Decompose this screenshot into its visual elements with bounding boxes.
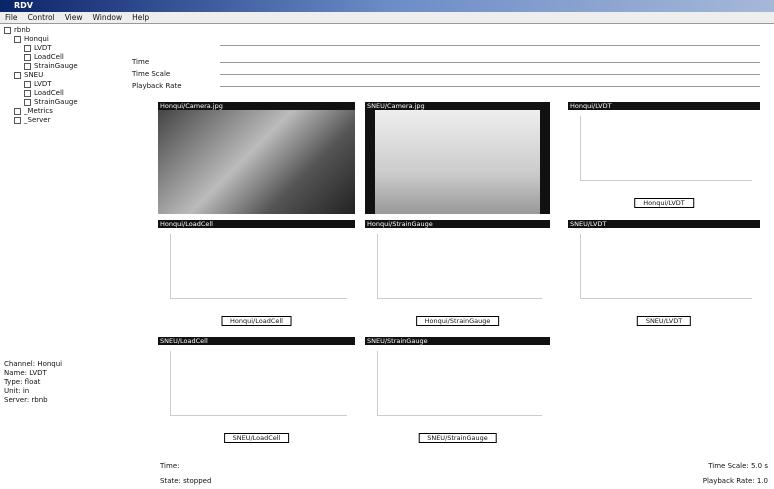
chart-legend[interactable]: SNEU/LoadCell <box>224 433 290 443</box>
tree-node[interactable]: StrainGauge <box>4 98 78 107</box>
panel-title: SNEU/Camera.jpg <box>365 102 550 110</box>
controls: Time Time Scale Playback Rate <box>130 40 770 95</box>
chart-legend[interactable]: Honqui/LVDT <box>634 198 694 208</box>
tree-toggle <box>24 81 31 88</box>
tree-label: _Server <box>24 116 50 124</box>
status-time: Time: <box>160 462 180 470</box>
tree-toggle <box>24 90 31 97</box>
chart-legend[interactable]: Honqui/StrainGauge <box>416 316 500 326</box>
panel-title: SNEU/StrainGauge <box>365 337 550 345</box>
menu-item[interactable]: Help <box>132 12 149 23</box>
tree-node[interactable]: LoadCell <box>4 53 78 62</box>
tree-label: rbnb <box>14 26 30 34</box>
tree-toggle <box>24 63 31 70</box>
control-label: Time <box>132 58 149 66</box>
control-slider[interactable] <box>220 62 760 63</box>
plot-axis-y <box>377 351 378 415</box>
panel-title: Honqui/StrainGauge <box>365 220 550 228</box>
tree-toggle <box>4 27 11 34</box>
panel: Honqui/StrainGauge Honqui/StrainGauge <box>365 220 550 332</box>
tree-toggle <box>14 117 21 124</box>
title-bar: RDV <box>0 0 774 12</box>
tree-toggle <box>24 45 31 52</box>
tree-label: LVDT <box>34 44 52 52</box>
status-playback-rate: Playback Rate: 1.0 <box>703 477 768 485</box>
tree-label: SNEU <box>24 71 43 79</box>
plot-axis-y <box>170 234 171 298</box>
control-label: Time Scale <box>132 70 170 78</box>
tree-node[interactable]: LVDT <box>4 44 78 53</box>
tree-label: LoadCell <box>34 53 64 61</box>
info-line: Server: rbnb <box>4 396 62 405</box>
plot-axis-x <box>170 415 347 416</box>
tree-label: LVDT <box>34 80 52 88</box>
plot-axis-y <box>580 234 581 298</box>
plot-axis-x <box>377 415 542 416</box>
menu-bar: File Control View Window Help <box>0 12 774 24</box>
panel: SNEU/LoadCell SNEU/LoadCell <box>158 337 355 449</box>
tree-label: StrainGauge <box>34 62 78 70</box>
info-line: Type: float <box>4 378 62 387</box>
chart-legend[interactable]: Honqui/LoadCell <box>221 316 292 326</box>
tree-toggle <box>14 108 21 115</box>
control-label: Playback Rate <box>132 82 182 90</box>
top-slider[interactable] <box>220 45 760 46</box>
panel-title: SNEU/LoadCell <box>158 337 355 345</box>
tree-toggle <box>24 54 31 61</box>
tree-toggle <box>14 36 21 43</box>
window-title: RDV <box>14 1 33 10</box>
tree-node[interactable]: Honqui <box>4 35 78 44</box>
tree-label: LoadCell <box>34 89 64 97</box>
plot-axis-x <box>170 298 347 299</box>
info-line: Name: LVDT <box>4 369 62 378</box>
tree-node[interactable]: LoadCell <box>4 89 78 98</box>
tree-label: Honqui <box>24 35 49 43</box>
status-state: State: stopped <box>160 477 211 485</box>
panel-title: SNEU/LVDT <box>568 220 760 228</box>
menu-item[interactable]: Control <box>28 12 55 23</box>
info-line: Channel: Honqui <box>4 360 62 369</box>
panel: Honqui/LVDT Honqui/LVDT <box>568 102 760 214</box>
plot-axis-x <box>580 180 752 181</box>
tree-node[interactable]: StrainGauge <box>4 62 78 71</box>
panel: SNEU/StrainGauge SNEU/StrainGauge <box>365 337 550 449</box>
tree-node[interactable]: rbnb <box>4 26 78 35</box>
menu-item[interactable]: File <box>5 12 18 23</box>
tree-label: _Metrics <box>24 107 53 115</box>
panel: SNEU/Camera.jpg <box>365 102 550 214</box>
plot-axis-y <box>580 116 581 180</box>
control-slider[interactable] <box>220 74 760 75</box>
rdv-window: RDV FileControlViewWindowHelp rbnbHonqui… <box>0 0 774 489</box>
tree-toggle <box>24 99 31 106</box>
chart-legend[interactable]: SNEU/StrainGauge <box>418 433 497 443</box>
control-slider[interactable] <box>220 86 760 87</box>
panel-title: Honqui/Camera.jpg <box>158 102 355 110</box>
camera-image <box>365 110 550 214</box>
chart-legend[interactable]: SNEU/LVDT <box>637 316 691 326</box>
menu-item[interactable]: View <box>65 12 83 23</box>
plot-axis-y <box>377 234 378 298</box>
menu-item[interactable]: Window <box>93 12 123 23</box>
tree-toggle <box>14 72 21 79</box>
tree-node[interactable]: _Server <box>4 116 78 125</box>
plot-axis-x <box>377 298 542 299</box>
plot-axis-y <box>170 351 171 415</box>
panel: Honqui/LoadCell Honqui/LoadCell <box>158 220 355 332</box>
panel: SNEU/LVDT SNEU/LVDT <box>568 220 760 332</box>
tree-node[interactable]: SNEU <box>4 71 78 80</box>
plot-axis-x <box>580 298 752 299</box>
tree-node[interactable]: _Metrics <box>4 107 78 116</box>
info-line: Unit: in <box>4 387 62 396</box>
panel: Honqui/Camera.jpg <box>158 102 355 214</box>
panel-title: Honqui/LVDT <box>568 102 760 110</box>
tree-node[interactable]: LVDT <box>4 80 78 89</box>
panel-title: Honqui/LoadCell <box>158 220 355 228</box>
camera-image <box>158 110 355 214</box>
tree-label: StrainGauge <box>34 98 78 106</box>
status-time-scale: Time Scale: 5.0 s <box>708 462 768 470</box>
